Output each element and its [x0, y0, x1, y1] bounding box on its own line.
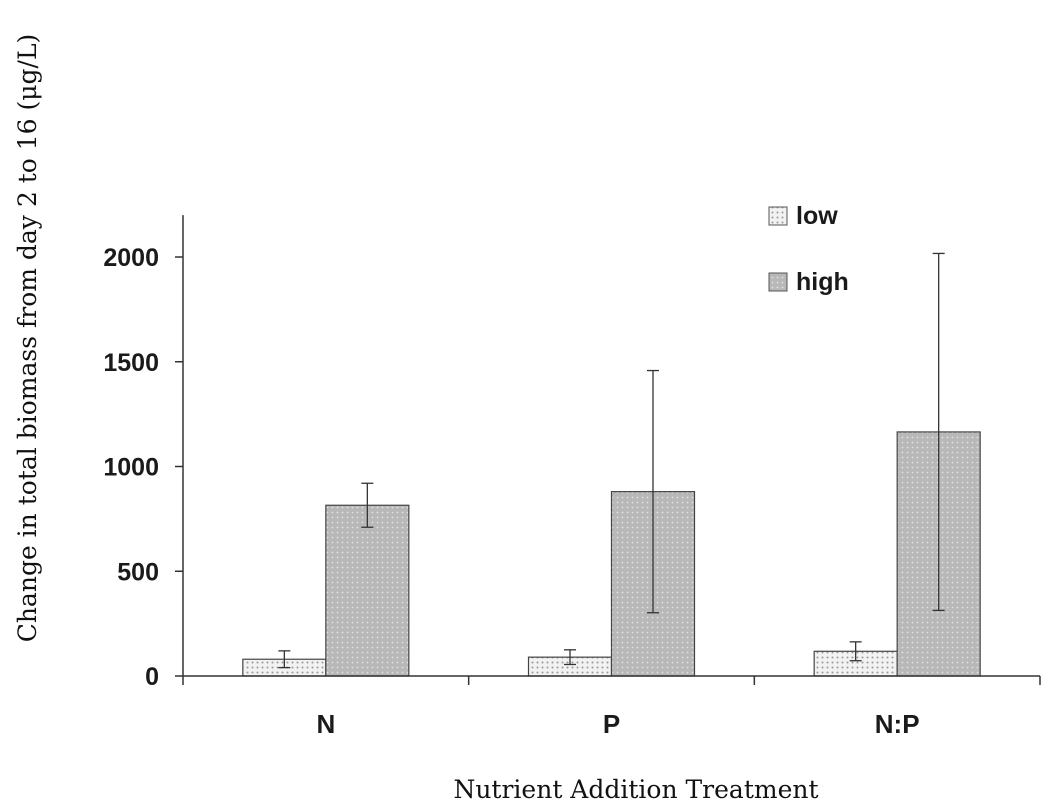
- bars-layer: [242, 431, 981, 677]
- legend-label-high: high: [796, 268, 849, 296]
- legend-swatch-low: [768, 206, 788, 226]
- bar-high-N: [325, 504, 410, 677]
- error-bar: [361, 482, 374, 528]
- error-bar: [278, 650, 291, 669]
- error-bar: [564, 649, 576, 666]
- y-axis-title: Change in total biomass from day 2 to 16…: [13, 34, 42, 643]
- y-tick-label: 500: [117, 558, 159, 586]
- error-bar: [647, 369, 659, 614]
- error-bar: [849, 641, 862, 662]
- error-bar: [932, 252, 945, 612]
- y-tick-label: 2000: [103, 244, 159, 272]
- x-axis-title: Nutrient Addition Treatment: [453, 775, 818, 804]
- y-tick-label: 0: [145, 663, 159, 691]
- legend: low high: [768, 202, 849, 296]
- x-category-label: P: [603, 709, 620, 739]
- error-bars-layer: [278, 252, 945, 669]
- x-category-label: N:P: [875, 709, 920, 739]
- legend-label-low: low: [796, 202, 838, 230]
- y-ticks: 0 500 1000 1500 2000: [103, 244, 183, 691]
- legend-swatch-high: [768, 272, 788, 292]
- y-tick-label: 1500: [103, 349, 159, 377]
- x-category-label: N: [316, 709, 335, 739]
- y-tick-label: 1000: [103, 454, 159, 482]
- x-ticks: N P N:P: [182, 676, 1041, 739]
